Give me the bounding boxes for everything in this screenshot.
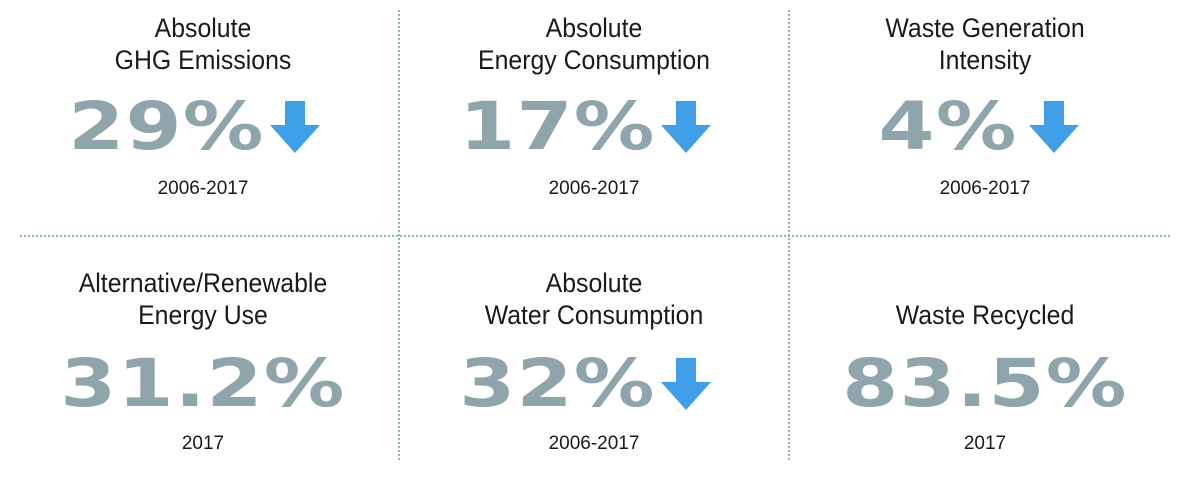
metric-period: 2006-2017 xyxy=(548,178,640,199)
down-arrow-icon xyxy=(270,101,321,153)
metric-label-line2: Intensity xyxy=(938,45,1032,75)
metric-label-line2: Energy Use xyxy=(138,300,268,330)
metric-value: 31.2% xyxy=(60,345,346,422)
metric-stat: 32% xyxy=(399,349,789,419)
down-arrow-icon xyxy=(661,101,712,153)
down-arrow-icon xyxy=(1029,101,1080,153)
metric-label-line1: Alternative/Renewable xyxy=(78,268,328,298)
metric-card-waste-recycled: Waste Recycled 83.5% 2017 xyxy=(790,245,1180,475)
metric-label-line2: Energy Consumption xyxy=(478,45,710,75)
horizontal-divider xyxy=(20,235,1170,237)
metric-value: 17% xyxy=(458,88,656,165)
metric-card-ghg-emissions: Absolute GHG Emissions 29% 2006-2017 xyxy=(8,0,398,230)
metric-value: 29% xyxy=(67,88,265,165)
metric-label-line2: Waste Recycled xyxy=(895,300,1075,330)
metric-value: 83.5% xyxy=(842,345,1128,422)
metric-card-energy-consumption: Absolute Energy Consumption 17% 2006-201… xyxy=(399,0,789,230)
metric-stat: 83.5% xyxy=(790,349,1180,419)
metric-label-line1: Absolute xyxy=(545,268,643,298)
metric-label-line2: GHG Emissions xyxy=(114,45,292,75)
metric-stat: 29% xyxy=(8,92,398,162)
metric-period: 2006-2017 xyxy=(548,433,640,454)
metric-period: 2017 xyxy=(181,433,225,454)
metric-card-waste-generation-intensity: Waste Generation Intensity 4% 2006-2017 xyxy=(790,0,1180,230)
metric-stat: 31.2% xyxy=(8,349,398,419)
metric-value: 32% xyxy=(458,345,656,422)
metric-value: 4% xyxy=(878,88,1018,165)
metric-label-line1: Absolute xyxy=(545,13,643,43)
metric-card-water-consumption: Absolute Water Consumption 32% 2006-2017 xyxy=(399,245,789,475)
down-arrow-icon xyxy=(661,358,712,410)
metric-period: 2006-2017 xyxy=(157,178,249,199)
metric-label-line2: Water Consumption xyxy=(484,300,704,330)
metric-period: 2017 xyxy=(963,433,1007,454)
metric-stat: 17% xyxy=(399,92,789,162)
metric-label-line1: Absolute xyxy=(154,13,252,43)
metric-label-line1: Waste Generation xyxy=(885,13,1085,43)
metric-card-renewable-energy-use: Alternative/Renewable Energy Use 31.2% 2… xyxy=(8,245,398,475)
metric-stat: 4% xyxy=(790,92,1180,162)
metric-period: 2006-2017 xyxy=(939,178,1031,199)
